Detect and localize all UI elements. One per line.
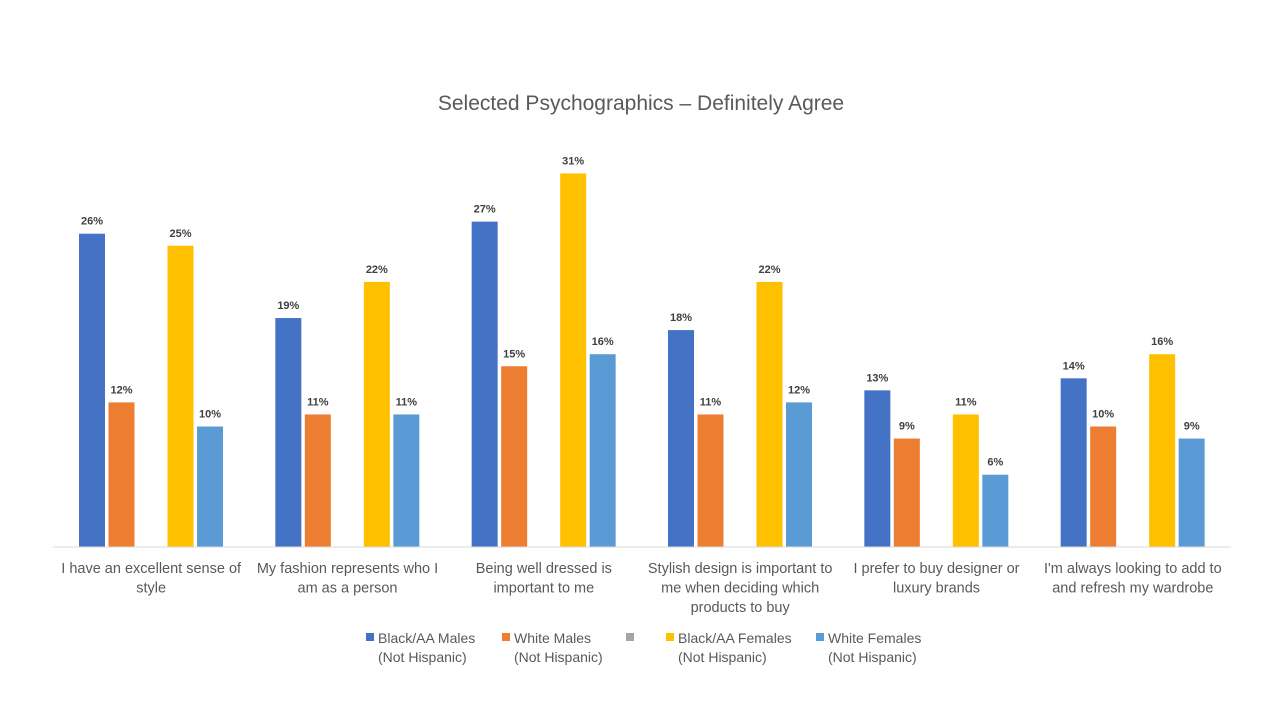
data-label-s0-c2: 27% (474, 204, 496, 216)
data-label-s4-c4: 6% (987, 457, 1003, 469)
category-label-4-line-0: I prefer to buy designer or (853, 561, 1019, 577)
bar-s0-c5 (1060, 378, 1087, 547)
bar-s1-c0 (108, 402, 135, 547)
data-label-s0-c4: 13% (866, 372, 888, 384)
legend-swatch-3 (666, 633, 674, 641)
bar-s1-c5 (1090, 426, 1117, 547)
data-label-s0-c0: 26% (81, 216, 103, 228)
category-label-4-line-1: luxury brands (893, 581, 980, 597)
bar-s0-c0 (79, 233, 105, 547)
category-label-3-line-2: products to buy (691, 600, 791, 616)
legend: Black/AA Males (Not Hispanic) White Males (… (366, 630, 921, 665)
legend-swatch-1 (502, 633, 510, 641)
bar-s4-c3 (786, 402, 812, 547)
category-label-5-line-1: and refresh my wardrobe (1052, 581, 1213, 597)
data-label-s1-c2: 15% (503, 348, 525, 360)
legend-label-3-line-0: Black/AA Females (678, 630, 792, 646)
data-label-s1-c3: 11% (700, 396, 722, 408)
bar-s1-c1 (304, 414, 331, 547)
category-label-1-line-1: am as a person (298, 581, 398, 597)
category-label-1-line-0: My fashion represents who I (257, 561, 438, 577)
data-label-s3-c4: 11% (955, 396, 977, 408)
category-label-2: Being well dressed is important to me (476, 561, 612, 597)
legend-label-4-line-1: (Not Hispanic) (828, 649, 917, 665)
data-label-s3-c2: 31% (562, 155, 584, 167)
bar-s4-c5 (1178, 438, 1205, 547)
data-label-s3-c1: 22% (366, 264, 388, 276)
bar-s4-c2 (589, 354, 616, 547)
bar-s1-c4 (893, 438, 920, 547)
bar-s3-c0 (167, 245, 194, 547)
data-label-s4-c2: 16% (592, 336, 614, 348)
bar-s3-c2 (560, 173, 587, 547)
category-label-0: I have an excellent sense of style (61, 561, 242, 597)
category-label-2-line-0: Being well dressed is (476, 561, 612, 577)
legend-label-0-line-0: Black/AA Males (378, 630, 475, 646)
data-label-s4-c3: 12% (788, 384, 810, 396)
category-label-3: Stylish design is important to me when de… (648, 561, 833, 616)
data-label-s4-c5: 9% (1184, 421, 1200, 433)
bar-s0-c1 (275, 318, 302, 547)
bar-s3-c1 (363, 281, 390, 547)
category-label-2-line-1: important to me (493, 581, 594, 597)
data-label-s4-c1: 11% (396, 396, 418, 408)
data-label-s0-c5: 14% (1063, 360, 1085, 372)
category-label-4: I prefer to buy designer or luxury brands (853, 561, 1019, 597)
category-label-3-line-0: Stylish design is important to (648, 561, 833, 577)
category-label-5-line-0: I'm always looking to add to (1044, 561, 1222, 577)
legend-swatch-4 (816, 633, 824, 641)
bar-s4-c1 (393, 414, 420, 547)
category-label-3-line-1: me when deciding which (661, 581, 819, 597)
category-label-5: I'm always looking to add to and refresh … (1044, 561, 1222, 597)
legend-label-1-line-1: (Not Hispanic) (514, 649, 603, 665)
category-labels-layer: I have an excellent sense of style My fash… (61, 561, 1221, 616)
data-label-s1-c0: 12% (110, 384, 132, 396)
bar-s0-c4 (864, 390, 891, 547)
bar-s3-c3 (756, 281, 783, 547)
category-label-1: My fashion represents who I am as a perso… (257, 561, 438, 597)
bar-s3-c5 (1149, 354, 1176, 547)
legend-label-1-line-0: White Males (514, 630, 591, 646)
data-label-s1-c4: 9% (899, 421, 915, 433)
bar-s4-c0 (197, 426, 223, 547)
bar-s1-c2 (501, 366, 528, 547)
bar-s0-c2 (471, 221, 498, 547)
category-label-0-line-0: I have an excellent sense of (61, 561, 242, 577)
legend-swatch-2 (626, 633, 634, 641)
chart-title: Selected Psychographics – Definitely Agr… (438, 92, 844, 115)
data-label-s0-c1: 19% (277, 300, 299, 312)
data-label-s4-c0: 10% (199, 409, 221, 421)
legend-label-3-line-1: (Not Hispanic) (678, 649, 767, 665)
bar-s1-c3 (697, 414, 724, 547)
data-label-s3-c5: 16% (1151, 336, 1173, 348)
data-label-s0-c3: 18% (670, 312, 692, 324)
legend-label-4-line-0: White Females (828, 630, 921, 646)
data-label-s3-c3: 22% (758, 264, 780, 276)
bar-s0-c3 (668, 330, 694, 547)
data-label-s1-c1: 11% (307, 396, 329, 408)
bars-layer (79, 173, 1205, 547)
bar-s3-c4 (952, 414, 979, 547)
data-label-s1-c5: 10% (1092, 409, 1114, 421)
legend-swatch-0 (366, 633, 374, 641)
category-label-0-line-1: style (136, 581, 166, 597)
data-label-s3-c0: 25% (169, 228, 191, 240)
data-labels-layer: 26% 12% 25% 10% 19% 11% 22% 11% 27% 15% 31% 16% 18% 1… (81, 155, 1200, 468)
bar-s4-c4 (982, 474, 1009, 547)
legend-label-0-line-1: (Not Hispanic) (378, 649, 467, 665)
